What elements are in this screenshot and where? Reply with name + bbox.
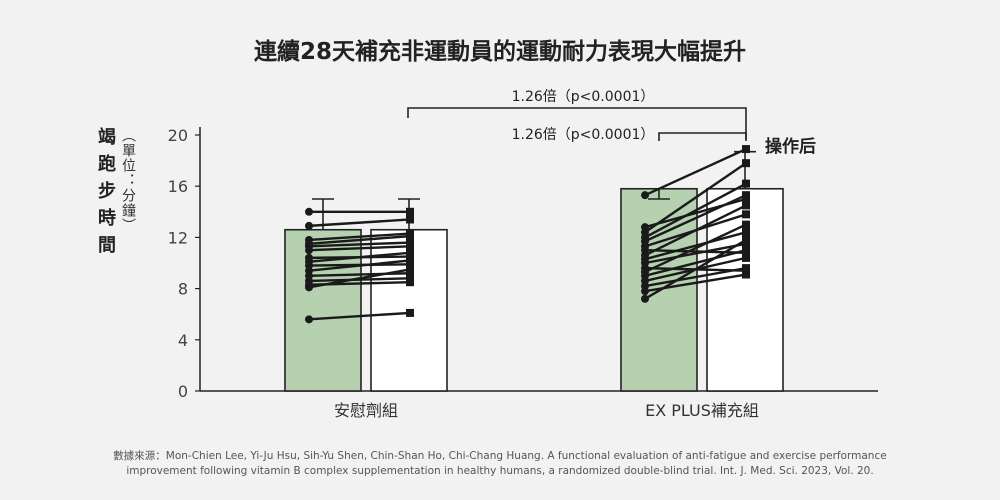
subject-post-point [742, 179, 750, 188]
subject-line [308, 311, 411, 321]
subject-post-point [742, 239, 750, 248]
subject-post-point [742, 145, 750, 154]
subject-line [308, 241, 411, 248]
y-tick-label: 12 [168, 228, 188, 247]
subject-line [308, 234, 411, 245]
subject-pre-point [641, 191, 649, 200]
y-tick-label: 0 [178, 382, 188, 401]
subject-line [644, 162, 747, 234]
significance-label: 1.26倍（p<0.0001） [512, 127, 655, 143]
subject-post-point [406, 260, 414, 269]
subject-pre-point [641, 294, 649, 303]
y-axis-unit: （單位：分鐘） [120, 128, 136, 233]
subject-post-point [742, 253, 750, 262]
callout-label: 操作后 [765, 136, 816, 157]
subject-line [308, 218, 411, 228]
subject-line [644, 197, 747, 229]
subject-pre-point [305, 235, 313, 244]
subject-post-point [406, 238, 414, 247]
data-source-line-1: 數據來源：Mon-Chien Lee, Yi-Ju Hsu, Sih-Yu Sh… [113, 450, 887, 462]
subject-pre-point [305, 221, 313, 230]
x-tick-label: 安慰劑組 [334, 401, 398, 420]
subject-line [644, 266, 747, 272]
subject-line [644, 213, 747, 248]
subject-line [644, 223, 747, 274]
subject-post-point [742, 266, 750, 275]
x-tick-label: EX PLUS補充組 [645, 401, 759, 420]
subject-pre-point [305, 207, 313, 216]
subject-post-point [406, 274, 414, 283]
subject-post-point [742, 228, 750, 237]
significance-bracket [407, 107, 747, 140]
subject-post-point [742, 201, 750, 210]
subject-post-point [406, 215, 414, 224]
y-axis-label: 竭跑步時間 [98, 127, 116, 256]
subject-post-point [742, 220, 750, 229]
y-tick-label: 16 [168, 177, 188, 196]
y-tick-label: 20 [168, 126, 188, 145]
data-source-line-2: improvement following vitamin B complex … [126, 465, 874, 477]
significance-label: 1.26倍（p<0.0001） [512, 89, 655, 105]
subject-line [308, 232, 411, 242]
data-source: 數據來源：Mon-Chien Lee, Yi-Ju Hsu, Sih-Yu Sh… [0, 449, 1000, 479]
subject-line [644, 231, 747, 261]
subject-line [308, 281, 411, 286]
subject-pre-point [305, 253, 313, 262]
y-tick-label: 4 [178, 331, 188, 350]
subject-line [644, 242, 747, 265]
subject-post-point [742, 210, 750, 219]
bar [284, 228, 362, 392]
subject-post-point [742, 195, 750, 203]
subject-post-point [742, 159, 750, 168]
subject-line [308, 245, 411, 252]
subject-post-point [406, 269, 414, 278]
subject-post-point [406, 207, 414, 216]
chart-title: 連續28天補充非運動員的運動耐力表現大幅提升 [253, 39, 746, 65]
subject-line [308, 272, 411, 277]
subject-pre-point [305, 315, 313, 324]
subject-post-point [406, 252, 414, 261]
subject-line [644, 273, 747, 293]
subject-line [644, 249, 747, 254]
subject-line [644, 182, 747, 239]
subject-post-point [742, 248, 750, 257]
significance-bracket [658, 132, 747, 141]
subject-line [308, 277, 411, 283]
subject-post-point [406, 229, 414, 238]
subject-line [308, 263, 411, 267]
subject-pre-point [641, 223, 649, 232]
subject-post-point [406, 308, 414, 317]
subject-line [644, 147, 747, 197]
y-tick-label: 8 [178, 280, 188, 299]
subject-line [308, 255, 411, 260]
subject-line [644, 249, 747, 277]
